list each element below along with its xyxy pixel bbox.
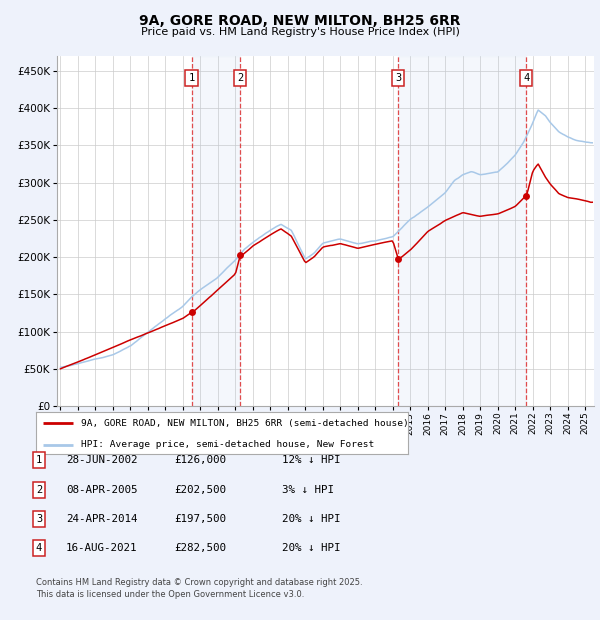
Text: 1: 1	[188, 73, 194, 83]
Text: 3% ↓ HPI: 3% ↓ HPI	[282, 485, 334, 495]
Text: 4: 4	[523, 73, 529, 83]
Text: 2: 2	[36, 485, 42, 495]
Text: Contains HM Land Registry data © Crown copyright and database right 2025.
This d: Contains HM Land Registry data © Crown c…	[36, 578, 362, 599]
Text: 16-AUG-2021: 16-AUG-2021	[66, 543, 137, 553]
Text: £282,500: £282,500	[174, 543, 226, 553]
Text: 28-JUN-2002: 28-JUN-2002	[66, 455, 137, 465]
Text: HPI: Average price, semi-detached house, New Forest: HPI: Average price, semi-detached house,…	[80, 440, 374, 449]
Text: Price paid vs. HM Land Registry's House Price Index (HPI): Price paid vs. HM Land Registry's House …	[140, 27, 460, 37]
Text: 9A, GORE ROAD, NEW MILTON, BH25 6RR: 9A, GORE ROAD, NEW MILTON, BH25 6RR	[139, 14, 461, 28]
Text: 4: 4	[36, 543, 42, 553]
Text: 24-APR-2014: 24-APR-2014	[66, 514, 137, 524]
Text: 3: 3	[36, 514, 42, 524]
Text: £197,500: £197,500	[174, 514, 226, 524]
Text: 20% ↓ HPI: 20% ↓ HPI	[282, 543, 341, 553]
Text: 20% ↓ HPI: 20% ↓ HPI	[282, 514, 341, 524]
Text: 2: 2	[237, 73, 243, 83]
Text: 08-APR-2005: 08-APR-2005	[66, 485, 137, 495]
Bar	[191, 56, 240, 406]
Bar	[398, 56, 526, 406]
Text: 3: 3	[395, 73, 401, 83]
Text: 1: 1	[36, 455, 42, 465]
Text: £126,000: £126,000	[174, 455, 226, 465]
Text: £202,500: £202,500	[174, 485, 226, 495]
Text: 9A, GORE ROAD, NEW MILTON, BH25 6RR (semi-detached house): 9A, GORE ROAD, NEW MILTON, BH25 6RR (sem…	[80, 419, 409, 428]
Text: 12% ↓ HPI: 12% ↓ HPI	[282, 455, 341, 465]
